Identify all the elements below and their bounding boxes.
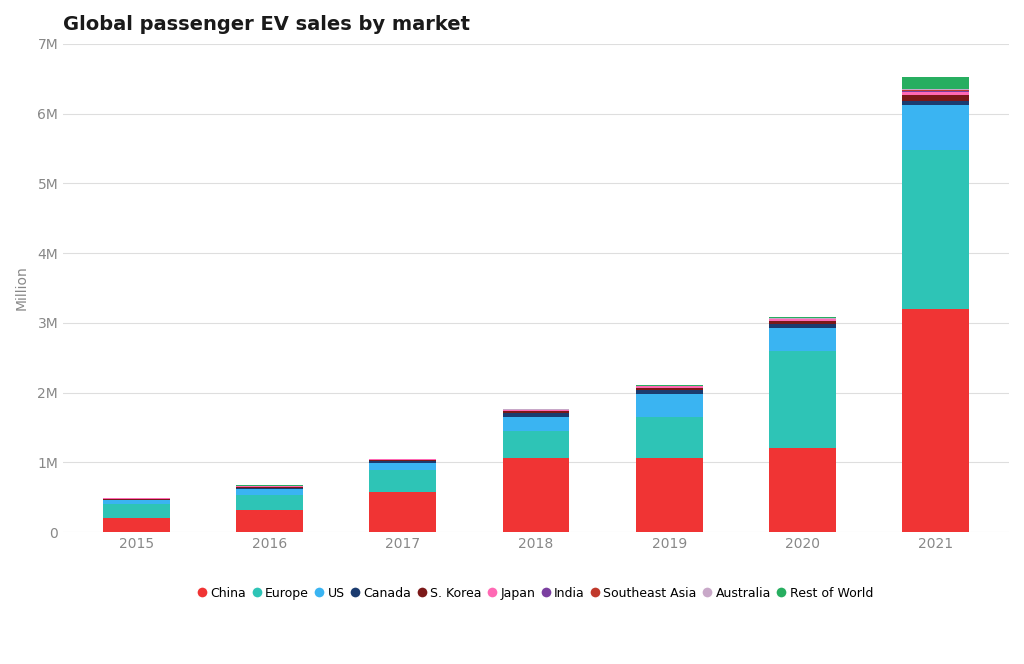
Bar bbox=[636, 388, 702, 390]
Bar bbox=[769, 328, 836, 351]
Text: Global passenger EV sales by market: Global passenger EV sales by market bbox=[63, 15, 470, 34]
Bar bbox=[503, 458, 569, 532]
Bar bbox=[636, 384, 702, 386]
Bar bbox=[237, 510, 303, 532]
Bar bbox=[370, 463, 436, 470]
Bar bbox=[237, 488, 303, 489]
Bar bbox=[636, 394, 702, 417]
Bar bbox=[370, 460, 436, 461]
Bar bbox=[103, 518, 170, 532]
Bar bbox=[503, 412, 569, 414]
Bar bbox=[902, 89, 969, 90]
Bar bbox=[370, 461, 436, 463]
Bar bbox=[902, 105, 969, 150]
Bar bbox=[237, 487, 303, 488]
Bar bbox=[902, 92, 969, 95]
Bar bbox=[503, 414, 569, 416]
Bar bbox=[103, 500, 170, 504]
Bar bbox=[902, 101, 969, 105]
Bar bbox=[237, 495, 303, 510]
Bar bbox=[902, 90, 969, 91]
Bar bbox=[370, 492, 436, 532]
Bar bbox=[370, 470, 436, 492]
Bar bbox=[769, 351, 836, 448]
Legend: China, Europe, US, Canada, S. Korea, Japan, India, Southeast Asia, Australia, Re: China, Europe, US, Canada, S. Korea, Jap… bbox=[199, 587, 873, 600]
Bar bbox=[103, 504, 170, 518]
Bar bbox=[636, 458, 702, 532]
Bar bbox=[370, 459, 436, 460]
Bar bbox=[769, 319, 836, 321]
Bar bbox=[636, 417, 702, 458]
Bar bbox=[902, 95, 969, 101]
Bar bbox=[503, 416, 569, 430]
Bar bbox=[636, 390, 702, 394]
Bar bbox=[503, 410, 569, 412]
Bar bbox=[503, 408, 569, 410]
Bar bbox=[636, 386, 702, 388]
Bar bbox=[503, 430, 569, 458]
Bar bbox=[237, 486, 303, 487]
Bar bbox=[103, 498, 170, 499]
Bar bbox=[769, 324, 836, 328]
Bar bbox=[902, 309, 969, 532]
Bar bbox=[769, 448, 836, 532]
Bar bbox=[769, 321, 836, 324]
Bar bbox=[902, 91, 969, 92]
Bar bbox=[902, 150, 969, 309]
Bar bbox=[237, 489, 303, 495]
Bar bbox=[902, 77, 969, 89]
Bar bbox=[769, 317, 836, 318]
Y-axis label: Million: Million bbox=[15, 266, 29, 310]
